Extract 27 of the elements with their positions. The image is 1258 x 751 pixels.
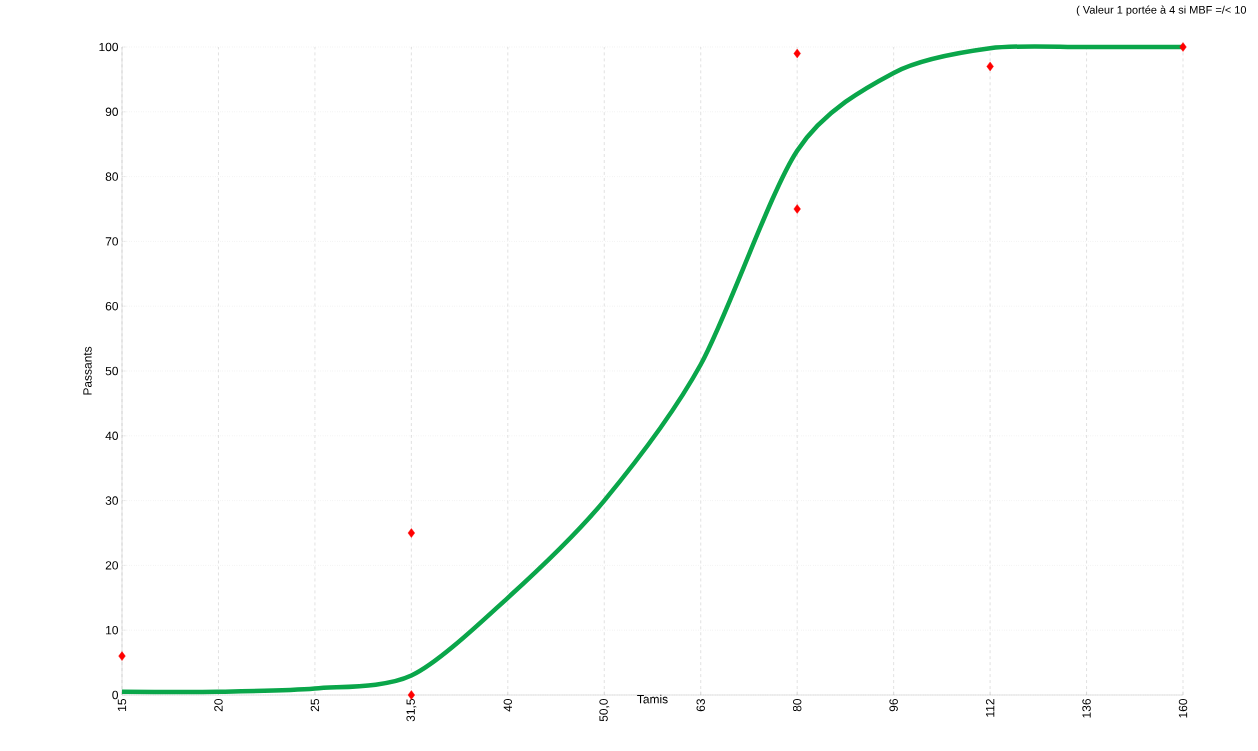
x-tick-label: 20 bbox=[214, 698, 223, 712]
x-tick-label: 80 bbox=[792, 698, 802, 712]
y-tick-label: 70 bbox=[105, 237, 119, 246]
x-tick-label: 50,0 bbox=[599, 698, 610, 722]
x-tick-label: 25 bbox=[310, 699, 320, 712]
y-axis-title: Passants bbox=[83, 346, 92, 395]
x-tick-label: 31,5 bbox=[406, 699, 417, 722]
y-tick-label: 100 bbox=[99, 42, 119, 52]
y-tick-label: 10 bbox=[106, 625, 119, 635]
x-tick-label: 63 bbox=[696, 699, 705, 712]
text: ( Valeur 1 portée à 4 si MBF =/< 10 bbox=[1076, 5, 1247, 16]
y-tick-label: 30 bbox=[105, 496, 119, 505]
x-tick-label: 40 bbox=[503, 698, 513, 712]
line-series bbox=[119, 44, 1186, 695]
y-tick-label: 0 bbox=[112, 690, 119, 700]
x-tick-label: 160 bbox=[1178, 698, 1188, 718]
y-tick-label: 20 bbox=[105, 561, 119, 570]
x-axis-title: Tamis bbox=[637, 694, 668, 704]
x-tick-label: 112 bbox=[985, 699, 995, 717]
y-tick-label: 90 bbox=[105, 107, 119, 117]
x-tick-label: 15 bbox=[117, 699, 127, 711]
y-tick-label: 60 bbox=[105, 301, 119, 311]
y-tick-label: 80 bbox=[105, 172, 119, 181]
y-tick-label: 40 bbox=[105, 431, 119, 441]
x-tick-label: 136 bbox=[1082, 699, 1091, 718]
y-tick-label: 50 bbox=[105, 366, 119, 376]
x-tick-label: 96 bbox=[889, 699, 898, 712]
